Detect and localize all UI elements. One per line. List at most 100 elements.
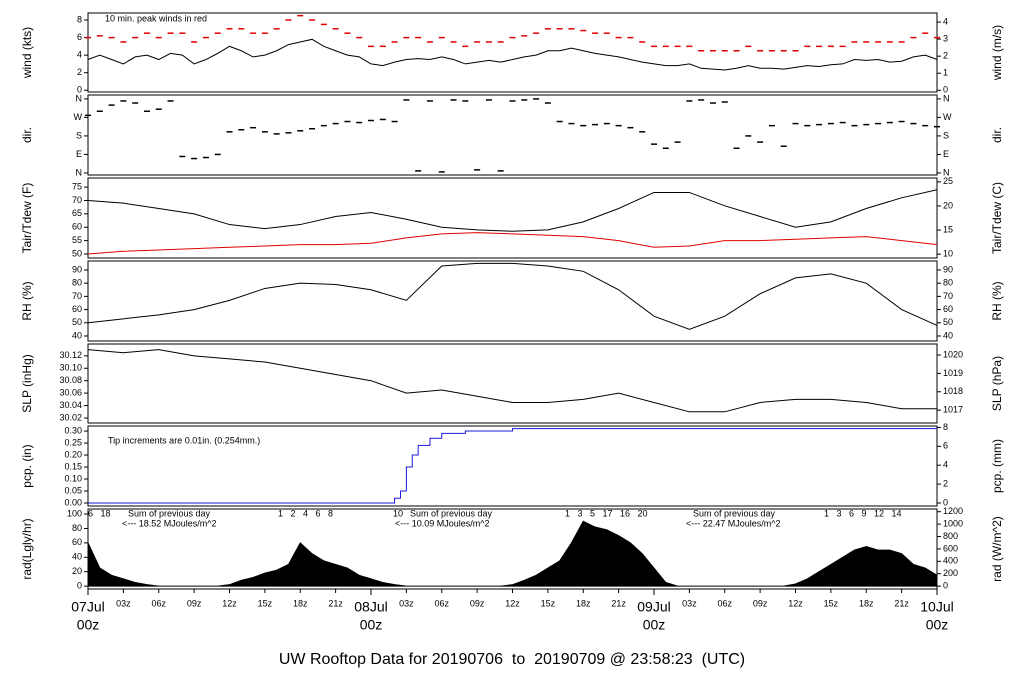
y-tick-label: 8 (77, 14, 82, 24)
y-tick-label: 6 (77, 32, 82, 42)
line (87, 189, 938, 232)
y-tick-label: 0.05 (64, 485, 82, 495)
y2-tick-label: 4 (943, 16, 948, 26)
y-tick-label: 60 (72, 537, 82, 547)
y-axis-label: SLP (inHg) (20, 354, 34, 412)
x-date-label: 08Jul (354, 599, 387, 615)
panel-frame (87, 12, 938, 93)
y-tick-label: 80 (72, 278, 82, 288)
y2-tick-label: 6 (943, 441, 948, 451)
x-tick-label: 18z (859, 598, 874, 608)
annotation: Sum of previous day (410, 508, 493, 518)
x-tick-label: 06z (151, 598, 166, 608)
y2-tick-label: 3 (943, 33, 948, 43)
line (87, 38, 938, 71)
y-tick-label: 0.25 (64, 437, 82, 447)
x-date-sublabel: 00z (926, 617, 949, 633)
y-tick-label: S (76, 130, 82, 140)
x-tick-label: 21z (328, 598, 343, 608)
annotation: 10 min. peak winds in red (105, 13, 207, 23)
y-tick-label: W (74, 112, 83, 122)
y-tick-label: 30.10 (59, 363, 82, 373)
y2-tick-label: 0 (943, 580, 948, 590)
x-tick-label: 15z (541, 598, 556, 608)
x-tick-label: 03z (682, 598, 697, 608)
y-tick-label: 50 (72, 248, 82, 258)
annotation: Sum of previous day (693, 508, 776, 518)
y2-tick-label: 1020 (943, 349, 963, 359)
y-tick-label: 20 (72, 566, 82, 576)
x-tick-label: 03z (116, 598, 131, 608)
y2-tick-label: 800 (943, 531, 958, 541)
y-tick-label: 0.30 (64, 425, 82, 435)
y2-tick-label: 8 (943, 422, 948, 432)
area (87, 520, 938, 587)
y-tick-label: 70 (72, 291, 82, 301)
panel-frame (87, 260, 938, 342)
y-tick-label: 70 (72, 195, 82, 205)
annotation: <--- 22.47 MJoules/m^2 (686, 518, 781, 528)
panel-frame (87, 177, 938, 259)
y2-tick-label: 15 (943, 224, 953, 234)
y2-tick-label: W (943, 112, 952, 122)
line (88, 428, 937, 504)
y-tick-label: E (76, 149, 82, 159)
panel-frame (87, 425, 938, 507)
y-tick-label: 50 (72, 317, 82, 327)
annotation: <--- 10.09 MJoules/m^2 (395, 518, 490, 528)
y2-tick-label: N (943, 167, 950, 177)
y2-tick-label: 20 (943, 200, 953, 210)
y2-tick-label: 1 (943, 68, 948, 78)
y-tick-label: 30.12 (59, 350, 82, 360)
y2-tick-label: 1019 (943, 368, 963, 378)
y-tick-label: 65 (72, 208, 82, 218)
x-date-sublabel: 00z (360, 617, 383, 633)
x-tick-label: 06z (434, 598, 449, 608)
y-tick-label: 30.08 (59, 375, 82, 385)
y-tick-label: 100 (67, 508, 82, 518)
y2-axis-label: RH (%) (990, 281, 1004, 320)
y-tick-label: 0 (77, 85, 82, 95)
y-tick-label: 90 (72, 264, 82, 274)
annotation: <--- 18.52 MJoules/m^2 (122, 518, 217, 528)
panel-frame (87, 343, 938, 424)
annotation: 10 (393, 508, 403, 518)
y2-tick-label: S (943, 130, 949, 140)
x-tick-label: 12z (222, 598, 237, 608)
y-tick-label: N (76, 167, 83, 177)
y-tick-label: 0.20 (64, 449, 82, 459)
y2-axis-label: wind (m/s) (990, 25, 1004, 81)
y2-tick-label: 70 (943, 291, 953, 301)
panel-frame (87, 94, 938, 176)
x-tick-label: 21z (894, 598, 909, 608)
y-axis-label: Tair/Tdew (F) (20, 183, 34, 254)
y2-tick-label: 80 (943, 278, 953, 288)
y-tick-label: 30.04 (59, 400, 82, 410)
x-tick-label: 15z (258, 598, 273, 608)
y2-tick-label: 2 (943, 51, 948, 61)
line (87, 232, 938, 255)
y2-tick-label: 90 (943, 264, 953, 274)
y2-axis-label: dir. (990, 127, 1004, 143)
y2-tick-label: N (943, 93, 950, 103)
x-date-label: 09Jul (637, 599, 670, 615)
y2-tick-label: 40 (943, 330, 953, 340)
y2-axis-label: pcp. (mm) (990, 439, 1004, 493)
chart-title: UW Rooftop Data for 20190706 to 20190709… (279, 651, 745, 668)
x-tick-label: 18z (576, 598, 591, 608)
y-axis-label: wind (kts) (20, 27, 34, 79)
y2-tick-label: 400 (943, 556, 958, 566)
y-tick-label: 55 (72, 235, 82, 245)
x-tick-label: 09z (753, 598, 768, 608)
y-tick-label: 0 (77, 580, 82, 590)
annotation: Tip increments are 0.01in. (0.254mm.) (108, 435, 260, 445)
y-tick-label: 40 (72, 330, 82, 340)
y2-tick-label: 60 (943, 304, 953, 314)
y2-tick-label: 4 (943, 460, 948, 470)
y-axis-label: pcp. (in) (20, 444, 34, 487)
y2-tick-label: 2 (943, 478, 948, 488)
y-tick-label: 2 (77, 67, 82, 77)
x-tick-label: 09z (470, 598, 485, 608)
y2-tick-label: 25 (943, 176, 953, 186)
